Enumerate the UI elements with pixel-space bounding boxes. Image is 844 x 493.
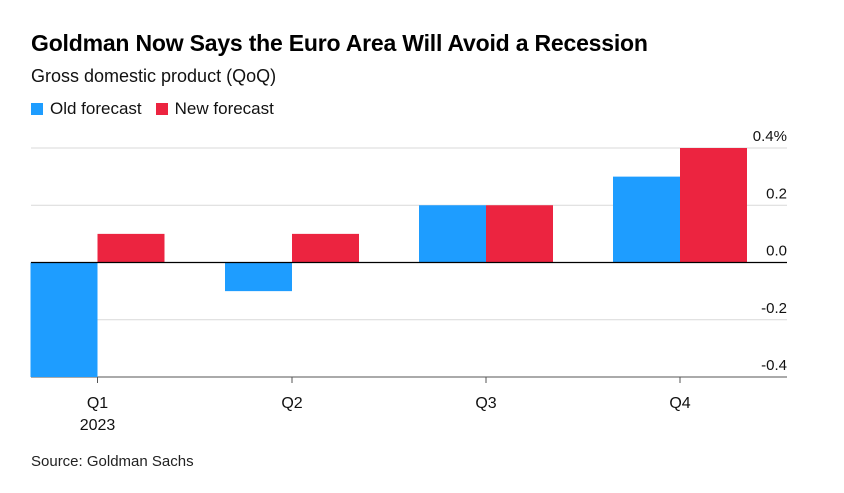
legend-label-new: New forecast xyxy=(174,99,274,118)
y-tick-label: 0.2 xyxy=(766,185,787,202)
bar-old-q4 xyxy=(613,176,680,263)
x-tick-label: Q4 xyxy=(669,395,690,412)
legend-item-new: New forecast xyxy=(155,99,274,119)
bar-new-q1 xyxy=(97,233,165,263)
legend-swatch-old xyxy=(31,103,43,115)
y-tick-label: 0.4% xyxy=(753,128,787,145)
bar-old-q3 xyxy=(419,205,486,263)
bar-new-q4 xyxy=(680,148,747,263)
legend-label-old: Old forecast xyxy=(50,99,142,118)
x-tick-label: Q3 xyxy=(475,395,496,412)
x-tick-label: Q1 xyxy=(87,395,108,412)
bar-old-q1 xyxy=(30,262,98,377)
x-tick-sublabel: 2023 xyxy=(80,417,116,434)
bar-new-q3 xyxy=(486,205,553,263)
y-tick-label: -0.4 xyxy=(761,357,787,374)
chart-subtitle: Gross domestic product (QoQ) xyxy=(31,66,277,86)
y-tick-label: 0.0 xyxy=(766,243,787,260)
legend: Old forecast New forecast xyxy=(31,99,288,119)
chart-title: Goldman Now Says the Euro Area Will Avoi… xyxy=(31,30,648,56)
legend-item-old: Old forecast xyxy=(31,99,142,119)
bar-old-q2 xyxy=(225,262,292,292)
y-tick-label: -0.2 xyxy=(761,300,787,317)
bar-new-q2 xyxy=(292,233,359,263)
x-tick-label: Q2 xyxy=(281,395,302,412)
source-note: Source: Goldman Sachs xyxy=(31,453,194,470)
legend-swatch-new xyxy=(155,103,168,115)
